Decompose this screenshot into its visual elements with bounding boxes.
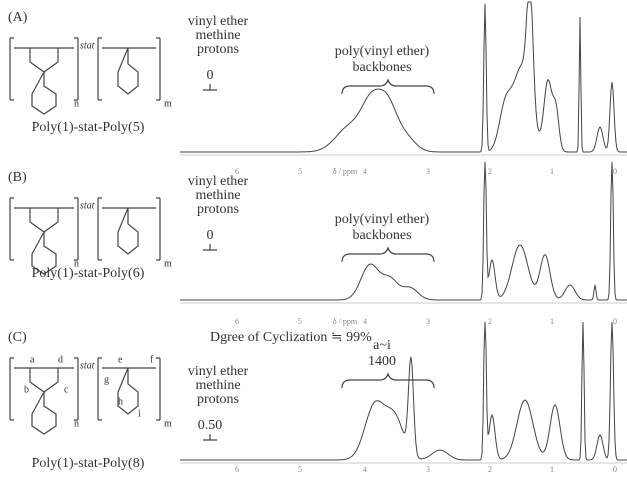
annotation: backbones	[352, 60, 411, 75]
x-tick-label: 5	[298, 167, 302, 176]
structure-label: m	[164, 258, 172, 269]
integral-mark	[203, 84, 217, 90]
x-tick-label: 0	[613, 317, 617, 326]
annotation: methine	[195, 378, 240, 393]
annotation: a~i	[373, 338, 391, 353]
structure-label: h	[118, 396, 123, 407]
structure-label: stat	[80, 200, 95, 211]
x-tick-label: 1	[550, 465, 554, 473]
annotation: poly(vinyl ether)	[335, 44, 430, 59]
x-tick-label: 0	[613, 167, 617, 176]
x-tick-label: 6	[235, 317, 239, 326]
structure-label: f	[150, 354, 154, 365]
polymer-name: Poly(1)-stat-Poly(8)	[32, 456, 145, 471]
x-tick-label: 1	[550, 317, 554, 326]
x-tick-label: 5	[298, 465, 302, 473]
annotation: protons	[197, 202, 239, 217]
structure-label: c	[64, 384, 69, 395]
annotation: poly(vinyl ether)	[335, 212, 430, 227]
x-tick-label: 3	[426, 465, 430, 473]
x-tick-label: 4	[363, 465, 367, 473]
annotation: protons	[197, 42, 239, 57]
structure-label: d	[58, 354, 63, 365]
structure-label: e	[118, 354, 123, 365]
x-tick-label: 4	[363, 317, 367, 326]
panel-label: (A)	[8, 10, 28, 25]
annotation: vinyl ether	[188, 174, 249, 189]
structure-label: g	[104, 374, 109, 385]
brace	[342, 80, 434, 94]
x-tick-label: 2	[488, 317, 492, 326]
figure: Dgree of Cyclization ≒ 99% (A) stat n m Poly…	[0, 0, 627, 473]
x-tick-label: 6	[235, 465, 239, 473]
x-tick-label: 4	[363, 167, 367, 176]
structure-label: stat	[80, 40, 95, 51]
axis-label: δ / ppm	[333, 167, 358, 176]
panel-label: (C)	[8, 330, 27, 345]
integral-mark	[203, 244, 217, 250]
integral-value: 0.50	[198, 418, 223, 433]
annotation: 1400	[368, 354, 396, 369]
x-tick-label: 3	[426, 167, 430, 176]
brace	[342, 248, 434, 262]
axis-label: δ / ppm	[333, 317, 358, 326]
integral-mark	[203, 434, 217, 440]
annotation: vinyl ether	[188, 14, 249, 29]
brace	[342, 374, 434, 388]
x-tick-label: 0	[613, 465, 617, 473]
polymer-name: Poly(1)-stat-Poly(6)	[32, 266, 145, 281]
structure-label: i	[138, 408, 141, 419]
integral-value: 0	[207, 228, 214, 243]
x-tick-label: 2	[488, 465, 492, 473]
annotation: methine	[195, 28, 240, 43]
x-tick-label: 1	[550, 167, 554, 176]
annotation: methine	[195, 188, 240, 203]
structure-label: n	[74, 418, 79, 429]
structure-label: m	[164, 418, 172, 429]
cyclization-note: Dgree of Cyclization ≒ 99%	[210, 330, 372, 345]
structure-label: b	[24, 384, 29, 395]
structure-label: a	[30, 354, 35, 365]
structure-label: m	[164, 98, 172, 109]
integral-value: 0	[207, 68, 214, 83]
annotation: backbones	[352, 228, 411, 243]
annotation: protons	[197, 392, 239, 407]
polymer-name: Poly(1)-stat-Poly(5)	[32, 120, 145, 135]
x-tick-label: 3	[426, 317, 430, 326]
x-tick-label: 5	[298, 317, 302, 326]
annotation: vinyl ether	[188, 364, 249, 379]
x-tick-label: 2	[488, 167, 492, 176]
structure-label: n	[74, 98, 79, 109]
structure-label: stat	[80, 360, 95, 371]
panel-label: (B)	[8, 170, 27, 185]
